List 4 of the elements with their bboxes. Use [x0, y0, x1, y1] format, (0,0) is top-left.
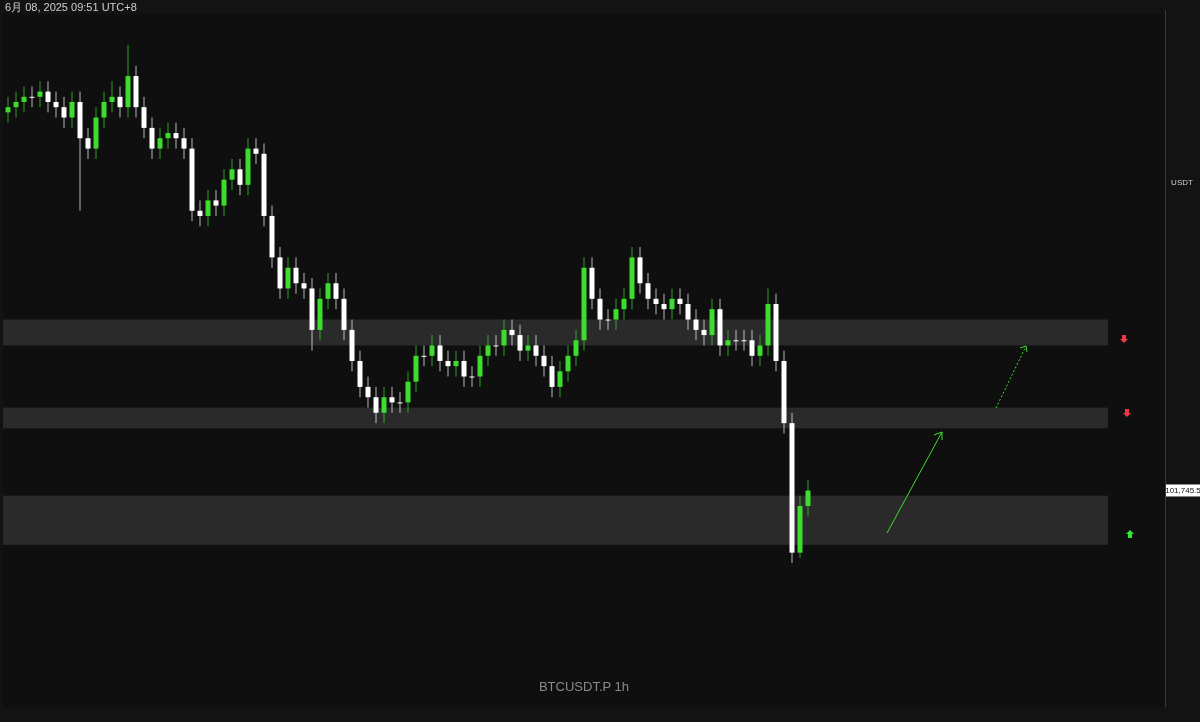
text: 101,745.5 — [1165, 486, 1200, 496]
text: BTCUSDT.P 1h — [538, 679, 630, 694]
text: USDT — [1171, 178, 1193, 187]
text: 6月 08, 2025 09:51 UTC+8 — [5, 1, 137, 13]
